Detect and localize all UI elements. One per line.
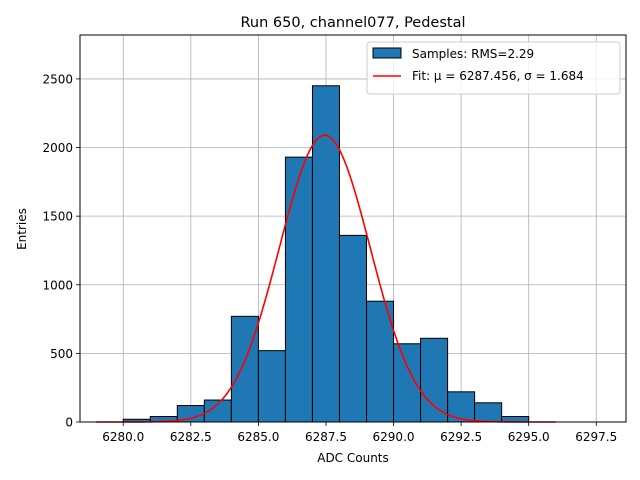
x-tick-label: 6280.0 bbox=[102, 430, 144, 444]
x-axis-ticks: 6280.0 6282.5 6285.0 6287.5 6290.0 6292.5 6295… bbox=[102, 422, 617, 444]
histogram-bar bbox=[338, 234, 368, 423]
y-tick-label: 1500 bbox=[42, 210, 73, 224]
y-tick-label: 1000 bbox=[42, 278, 73, 292]
y-tick-label: 0 bbox=[65, 416, 73, 430]
histogram-bar bbox=[420, 337, 449, 423]
legend-histogram-label: Samples: RMS=2.29 bbox=[412, 47, 534, 61]
histogram-bar bbox=[284, 156, 313, 423]
y-axis-label: Entries bbox=[15, 208, 29, 250]
x-tick-label: 6282.5 bbox=[170, 430, 212, 444]
y-axis-ticks: 0 500 1000 1500 2000 2500 bbox=[42, 72, 80, 430]
fit-curve-layer bbox=[96, 134, 556, 423]
fit-curve bbox=[96, 134, 556, 423]
x-tick-label: 6290.0 bbox=[373, 430, 415, 444]
legend: Samples: RMS=2.29 Fit: μ = 6287.456, σ =… bbox=[366, 41, 621, 95]
x-tick-label: 6292.5 bbox=[440, 430, 482, 444]
histogram-bar bbox=[366, 300, 395, 423]
x-axis-label: ADC Counts bbox=[317, 451, 389, 465]
plot-area-frame bbox=[79, 34, 627, 423]
x-tick-label: 6297.5 bbox=[575, 430, 617, 444]
histogram-bar bbox=[474, 402, 503, 423]
legend-box bbox=[366, 41, 621, 95]
histogram-bars bbox=[122, 85, 530, 423]
y-tick-label: 2000 bbox=[42, 141, 73, 155]
x-tick-label: 6287.5 bbox=[305, 430, 347, 444]
y-tick-label: 500 bbox=[50, 347, 73, 361]
histogram-bar bbox=[311, 85, 340, 423]
histogram-bar bbox=[257, 350, 286, 423]
legend-histogram-swatch bbox=[372, 47, 402, 59]
chart-title: Run 650, channel077, Pedestal bbox=[240, 15, 465, 31]
histogram-bar bbox=[447, 391, 476, 423]
histogram-bar bbox=[230, 315, 259, 423]
x-tick-label: 6295.0 bbox=[508, 430, 550, 444]
x-tick-label: 6285.0 bbox=[237, 430, 279, 444]
y-tick-label: 2500 bbox=[42, 72, 73, 86]
legend-fit-label: Fit: μ = 6287.456, σ = 1.684 bbox=[412, 69, 584, 83]
